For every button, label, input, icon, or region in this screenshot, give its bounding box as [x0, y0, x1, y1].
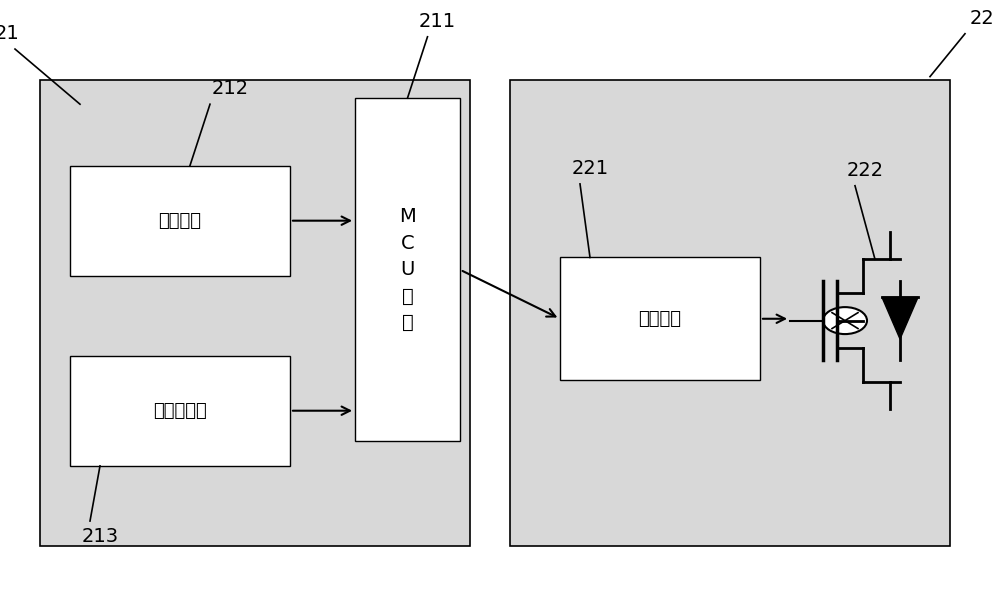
Text: 驱动电路: 驱动电路	[639, 310, 682, 328]
Bar	[510, 80, 950, 546]
Bar	[355, 98, 460, 441]
Text: 21: 21	[0, 24, 19, 43]
Bar	[70, 356, 290, 466]
Text: 211: 211	[419, 12, 456, 31]
Bar	[70, 166, 290, 276]
Text: 212: 212	[211, 79, 249, 98]
Circle shape	[823, 307, 867, 334]
Bar	[560, 257, 760, 380]
Text: 电源电路: 电源电路	[158, 211, 202, 230]
Bar	[40, 80, 470, 546]
Text: 221: 221	[571, 159, 609, 178]
Polygon shape	[882, 297, 918, 339]
Text: 222: 222	[846, 161, 884, 180]
Text: M
C
U
芯
片: M C U 芯 片	[399, 207, 416, 332]
Text: 213: 213	[81, 527, 119, 546]
Text: 运算放大器: 运算放大器	[153, 402, 207, 420]
Text: 22: 22	[970, 9, 995, 28]
